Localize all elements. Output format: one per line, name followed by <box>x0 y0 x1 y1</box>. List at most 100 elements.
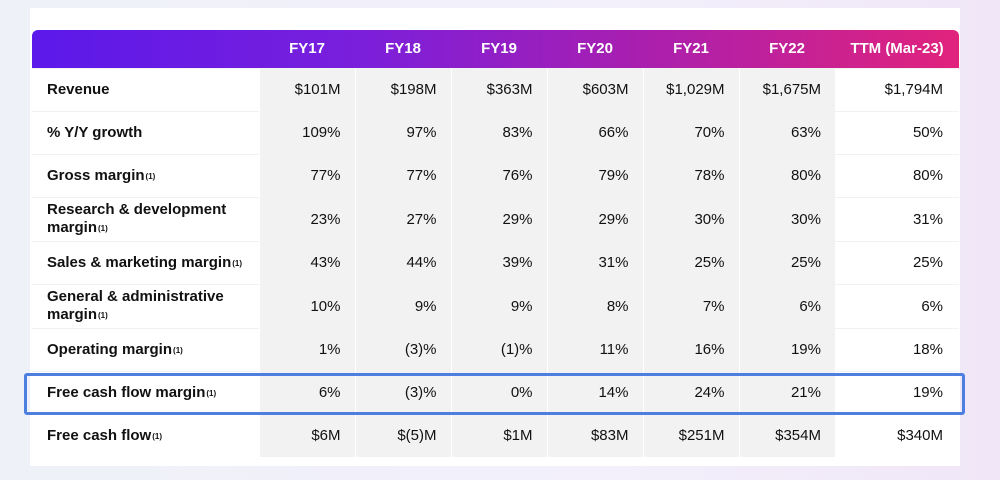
table-cell: 31% <box>546 240 643 284</box>
table-cell: 19% <box>835 370 959 414</box>
row-label-text: Research & development margin <box>47 201 227 236</box>
table-cell: 11% <box>546 327 643 371</box>
table-cell: $198M <box>354 67 451 111</box>
table-cell: 25% <box>738 240 835 284</box>
table-cell: 76% <box>450 153 547 197</box>
table-cell: 39% <box>450 240 547 284</box>
table-cell: 66% <box>546 110 643 154</box>
table-cell: $251M <box>642 413 739 457</box>
row-label-text: Sales & marketing margin <box>47 253 232 271</box>
row-label: Free cash flow margin(1) <box>32 370 259 414</box>
header-cell-fy17: FY17 <box>289 40 325 58</box>
table-cell: 29% <box>450 196 547 241</box>
header-cell-fy20: FY20 <box>577 40 613 58</box>
financial-table: FY17 FY18 FY19 FY20 FY21 FY22 TTM (Mar-2… <box>32 30 959 457</box>
header-cell-fy18: FY18 <box>385 40 421 58</box>
table-cell: 0% <box>450 370 547 414</box>
table-cell: 78% <box>642 153 739 197</box>
table-cell: 16% <box>642 327 739 371</box>
header-cell-fy21: FY21 <box>673 40 709 58</box>
header-cell-fy19: FY19 <box>481 40 517 58</box>
table-row: Research & development margin(1) 23% 27% 29… <box>32 196 959 241</box>
table-cell: $(5)M <box>354 413 451 457</box>
row-label-text: Free cash flow <box>47 426 152 444</box>
table-header-row: FY17 FY18 FY19 FY20 FY21 FY22 TTM (Mar-2… <box>32 30 959 68</box>
table-cell: $1,794M <box>835 67 959 111</box>
table-row: Gross margin(1) 77% 77% 76% 79% 78% 80% 80% <box>32 153 959 197</box>
table-body: Revenue $101M $198M $363M $603M $1,029M $1,675… <box>32 67 959 457</box>
row-label-text: General & administrative margin <box>47 288 224 323</box>
header-cell-metric <box>32 30 259 68</box>
table-cell: $83M <box>546 413 643 457</box>
header-cell-fy22: FY22 <box>769 40 805 58</box>
table-cell: 10% <box>258 283 355 328</box>
table-cell: 23% <box>258 196 355 241</box>
table-cell: 79% <box>546 153 643 197</box>
footnote-marker: (1) <box>152 431 162 441</box>
row-label: Gross margin(1) <box>32 153 259 197</box>
table-cell: $101M <box>258 67 355 111</box>
table-cell: 109% <box>258 110 355 154</box>
table-cell: 18% <box>835 327 959 371</box>
table-cell: $6M <box>258 413 355 457</box>
row-label-text: % Y/Y growth <box>47 123 143 141</box>
table-cell: 27% <box>354 196 451 241</box>
table-cell: 14% <box>546 370 643 414</box>
table-cell: 44% <box>354 240 451 284</box>
table-cell: 6% <box>835 283 959 328</box>
table-cell: (1)% <box>450 327 547 371</box>
table-cell: 9% <box>354 283 451 328</box>
table-cell: 7% <box>642 283 739 328</box>
table-cell: 70% <box>642 110 739 154</box>
table-cell: 19% <box>738 327 835 371</box>
table-cell: $1,029M <box>642 67 739 111</box>
row-label: Revenue <box>32 67 259 111</box>
table-cell: (3)% <box>354 327 451 371</box>
table-cell: 77% <box>354 153 451 197</box>
table-cell: 43% <box>258 240 355 284</box>
table-cell: 25% <box>835 240 959 284</box>
row-label-text: Operating margin <box>47 340 173 358</box>
table-cell: 6% <box>258 370 355 414</box>
table-cell: 30% <box>738 196 835 241</box>
table-cell: $340M <box>835 413 959 457</box>
table-cell: 97% <box>354 110 451 154</box>
table-cell: 21% <box>738 370 835 414</box>
table-cell: $603M <box>546 67 643 111</box>
row-label: Research & development margin(1) <box>32 196 259 241</box>
footnote-marker: (1) <box>98 224 108 233</box>
footnote-marker: (1) <box>206 388 217 398</box>
table-row: Operating margin(1) 1% (3)% (1)% 11% 16% 19% 18… <box>32 327 959 371</box>
table-row: % Y/Y growth 109% 97% 83% 66% 70% 63% 50% <box>32 110 959 154</box>
table-cell: 24% <box>642 370 739 414</box>
table-row: General & administrative margin(1) 10% 9% 9… <box>32 283 959 328</box>
row-label: Sales & marketing margin(1) <box>32 240 259 284</box>
footnote-marker: (1) <box>232 258 243 268</box>
table-cell: $363M <box>450 67 547 111</box>
header-cell-ttm: TTM (Mar-23) <box>850 40 944 58</box>
row-label: General & administrative margin(1) <box>32 283 259 328</box>
table-cell: 1% <box>258 327 355 371</box>
table-cell: (3)% <box>354 370 451 414</box>
table-row: Sales & marketing margin(1) 43% 44% 39% 31% 2… <box>32 240 959 284</box>
row-label: % Y/Y growth <box>32 110 259 154</box>
table-cell: 63% <box>738 110 835 154</box>
table-row: Free cash flow margin(1) 6% (3)% 0% 14% 24% 21… <box>32 370 959 414</box>
table-cell: 25% <box>642 240 739 284</box>
table-cell: 83% <box>450 110 547 154</box>
row-label-text: Free cash flow margin <box>47 383 206 401</box>
table-cell: 31% <box>835 196 959 241</box>
table-row: Revenue $101M $198M $363M $603M $1,029M $1,675… <box>32 67 959 111</box>
table-cell: 29% <box>546 196 643 241</box>
footnote-marker: (1) <box>145 171 156 181</box>
row-label: Operating margin(1) <box>32 327 259 371</box>
table-cell: 6% <box>738 283 835 328</box>
table-cell: $1,675M <box>738 67 835 111</box>
table-cell: 9% <box>450 283 547 328</box>
table-cell: 80% <box>738 153 835 197</box>
table-cell: $354M <box>738 413 835 457</box>
table-cell: 50% <box>835 110 959 154</box>
table-cell: 80% <box>835 153 959 197</box>
footnote-marker: (1) <box>173 345 183 355</box>
row-label: Free cash flow(1) <box>32 413 259 457</box>
